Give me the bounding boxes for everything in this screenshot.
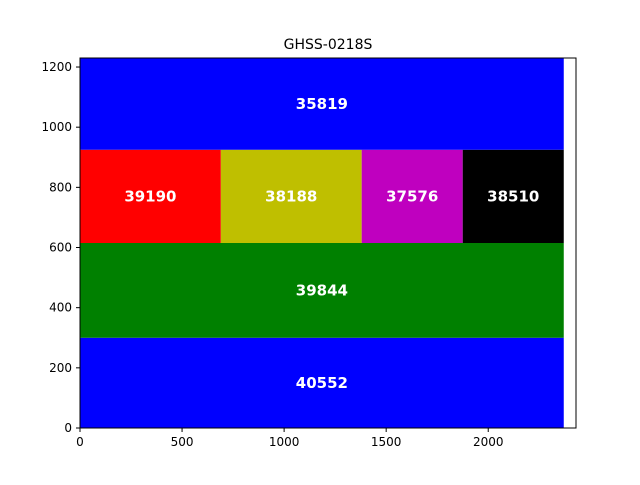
x-tick-label-4: 2000 — [473, 435, 504, 449]
blocks-layer — [80, 58, 564, 428]
chart-title: GHSS-0218S — [284, 37, 373, 53]
treemap-block-2 — [80, 149, 221, 243]
treemap-block-label-2: 39190 — [124, 187, 176, 205]
x-tick-label-1: 500 — [171, 435, 194, 449]
treemap-block-4 — [361, 149, 463, 243]
treemap-block-1 — [80, 243, 564, 338]
y-tick-label-3: 600 — [49, 241, 72, 255]
x-tick-label-3: 1500 — [371, 435, 402, 449]
y-axis: 0 200 400 600 800 1000 1200 — [41, 60, 80, 435]
treemap-block-3 — [220, 149, 362, 243]
treemap-block-0 — [80, 337, 564, 428]
treemap-block-label-3: 38188 — [265, 187, 317, 205]
treemap-block-5 — [462, 149, 564, 243]
y-tick-label-6: 1200 — [41, 60, 72, 74]
y-tick-label-0: 0 — [64, 421, 72, 435]
treemap-block-label-0: 40552 — [296, 374, 348, 392]
x-tick-label-0: 0 — [76, 435, 84, 449]
x-tick-label-2: 1000 — [269, 435, 300, 449]
block-labels-layer: 40552 39844 39190 38188 37576 38510 35819 — [124, 95, 539, 392]
treemap-block-label-4: 37576 — [386, 187, 438, 205]
y-tick-label-5: 1000 — [41, 120, 72, 134]
x-axis: 0 500 1000 1500 2000 — [76, 428, 504, 449]
plot-frame — [79, 57, 577, 429]
treemap-block-6 — [80, 58, 564, 150]
y-tick-label-1: 200 — [49, 361, 72, 375]
treemap-block-label-5: 38510 — [487, 187, 539, 205]
treemap-block-label-1: 39844 — [296, 281, 348, 299]
treemap-block-label-6: 35819 — [296, 95, 348, 113]
y-tick-label-4: 800 — [49, 180, 72, 194]
y-tick-label-2: 400 — [49, 301, 72, 315]
